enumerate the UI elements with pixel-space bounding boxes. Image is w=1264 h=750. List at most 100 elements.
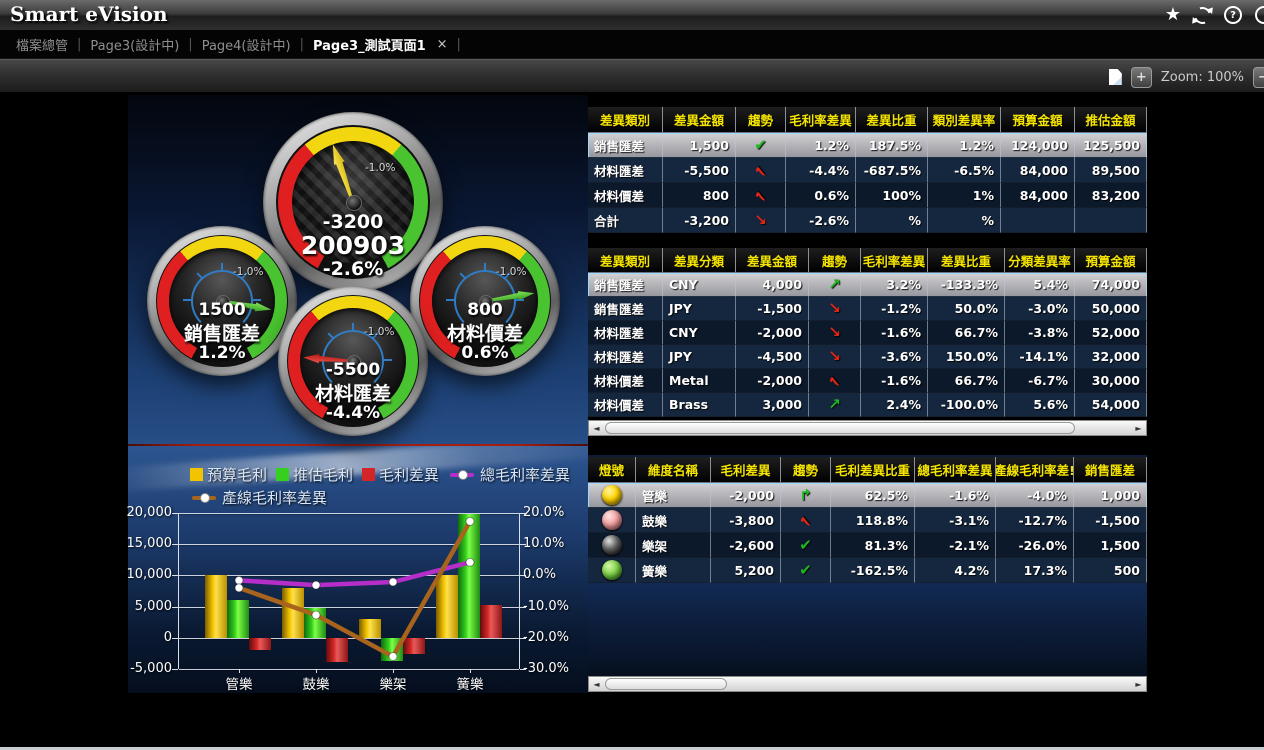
scrollbar-thumb[interactable] (605, 422, 1075, 434)
column-header[interactable]: 差異金額 (663, 107, 736, 133)
column-header[interactable]: 差異類別 (588, 248, 663, 273)
table-row[interactable]: 材料匯差 -5,500 ✔ -4.4% -687.5% -6.5% 84,000 89,500 (588, 158, 1147, 183)
data-point[interactable] (388, 577, 398, 587)
column-header[interactable]: 差異比重 (928, 248, 1005, 273)
column-header[interactable]: 預算金額 (1001, 107, 1075, 133)
status-light-black (601, 535, 622, 555)
column-header[interactable]: 趨勢 (809, 248, 861, 273)
legend-item[interactable]: 推估毛利 (276, 464, 353, 485)
detail-table-hscrollbar[interactable]: ◄ ► (588, 420, 1147, 436)
tab-1[interactable]: 檔案總管 (16, 38, 69, 54)
bar-預算毛利-樂架[interactable] (359, 619, 381, 638)
bar-預算毛利-管樂[interactable] (205, 575, 227, 638)
gauge-material-fx[interactable]: -1.0% -5500 材料匯差 -4.4% (278, 286, 428, 436)
data-point[interactable] (465, 516, 475, 526)
tab-4[interactable]: Page3_測試頁面1 (312, 38, 426, 54)
data-point[interactable] (234, 583, 244, 593)
data-point[interactable] (311, 610, 321, 620)
data-point[interactable] (311, 580, 321, 590)
zoom-out-button[interactable]: − (1253, 66, 1264, 88)
column-header[interactable]: 差異比重 (856, 107, 928, 133)
table-row[interactable]: 合計 -3,200 ↘ -2.6%%% (588, 208, 1147, 233)
column-header[interactable]: 差異類別 (588, 107, 663, 133)
scroll-right-arrow[interactable]: ► (1135, 423, 1142, 433)
table-row[interactable]: 簧樂 5,200 ✔ -162.5% 4.2% 17.3% 500 (588, 558, 1147, 583)
right-axis-label: -20.0% (523, 629, 569, 645)
column-header[interactable]: 毛利差異比重 (831, 457, 915, 483)
scroll-left-arrow[interactable]: ◄ (593, 679, 600, 689)
tab-3[interactable]: Page4(設計中) (201, 38, 291, 54)
panel-divider (128, 444, 588, 446)
scroll-right-arrow[interactable]: ► (1135, 679, 1142, 689)
table-cell: 81.3% (831, 533, 915, 558)
column-header[interactable]: 毛利率差異 (786, 107, 856, 133)
column-header[interactable]: 總毛利率差異 (915, 457, 996, 483)
column-header[interactable]: 類別差異率 (928, 107, 1001, 133)
column-header[interactable]: 預算金額 (1075, 248, 1147, 273)
table-row[interactable]: 管樂 -2,000 ↱ 62.5% -1.6% -4.0% 1,000 (588, 483, 1147, 508)
trend-turn-icon: ↱ (799, 485, 812, 504)
table-cell: -1,500 (1074, 508, 1147, 533)
column-header[interactable]: 毛利率差異 (861, 248, 928, 273)
scroll-left-arrow[interactable]: ◄ (593, 423, 600, 433)
dimension-table-hscrollbar[interactable]: ◄ ► (588, 676, 1147, 692)
table-row[interactable]: 材料價差 800 ✔ 0.6% 100% 1% 84,000 83,200 (588, 183, 1147, 208)
legend-swatch (362, 468, 376, 481)
table-row[interactable]: 銷售匯差 JPY -1,500 ↘ -1.2% 50.0% -3.0% 50,000 (588, 297, 1147, 321)
table-row[interactable]: 鼓樂 -3,800 ✔ 118.8% -3.1% -12.7% -1,500 (588, 508, 1147, 533)
table-cell: 74,000 (1075, 273, 1147, 297)
table-cell (588, 508, 636, 533)
data-point[interactable] (388, 652, 398, 661)
column-header[interactable]: 毛利差異 (711, 457, 781, 483)
gauge-material-price[interactable]: -1.0% 800 材料價差 0.6% (410, 226, 560, 376)
help-icon[interactable]: ? (1224, 6, 1242, 24)
legend-item[interactable]: 毛利差異 (362, 464, 439, 485)
table-cell: -4,500 (736, 345, 809, 369)
table-row[interactable]: 銷售匯差 CNY 4,000 ↗ 3.2% -133.3% 5.4% 74,000 (588, 273, 1147, 297)
column-header[interactable]: 銷售匯差 (1074, 457, 1147, 483)
legend-item[interactable]: 預算毛利 (190, 464, 267, 485)
column-header[interactable]: 產線毛利率差! (996, 457, 1074, 483)
more-icon[interactable] (1255, 6, 1264, 24)
column-header[interactable]: 燈號 (588, 457, 636, 483)
gauge-total-variance[interactable]: -1.0% -3200 200903 -2.6% (263, 112, 443, 292)
table-row[interactable]: 銷售匯差 1,500 ✔ 1.2% 187.5% 1.2% 124,000 125,500 (588, 133, 1147, 158)
bar-預算毛利-簧樂[interactable] (436, 575, 458, 638)
data-point[interactable] (465, 557, 475, 567)
table-row[interactable]: 材料價差 Brass 3,000 ↗ 2.4% -100.0% 5.6% 54,000 (588, 393, 1147, 417)
gauge-sales-fx[interactable]: -1.0% 1500 銷售匯差 1.2% (147, 226, 297, 376)
data-point[interactable] (234, 575, 244, 585)
bar-推估毛利-管樂[interactable] (227, 600, 249, 638)
zoom-in-button[interactable]: + (1130, 66, 1152, 88)
table-cell: -3,200 (663, 208, 736, 233)
right-axis-label: 20.0% (523, 505, 565, 520)
column-header[interactable]: 維度名稱 (636, 457, 711, 483)
column-header[interactable]: 趨勢 (736, 107, 786, 133)
table-row[interactable]: 材料匯差 JPY -4,500 ↘ -3.6% 150.0% -14.1% 32,000 (588, 345, 1147, 369)
bar-毛利差異-簧樂[interactable] (480, 605, 502, 638)
table-cell: -2,000 (736, 369, 809, 393)
bar-預算毛利-鼓樂[interactable] (282, 587, 304, 638)
bar-毛利差異-鼓樂[interactable] (326, 637, 348, 662)
column-header[interactable]: 差異分類 (663, 248, 736, 273)
column-header[interactable]: 差異金額 (736, 248, 809, 273)
table-row[interactable]: 樂架 -2,600 ✔ 81.3% -2.1% -26.0% 1,500 (588, 533, 1147, 558)
favorite-star-icon[interactable]: ★ (1164, 4, 1181, 25)
legend-item[interactable]: 總毛利率差異 (448, 464, 570, 485)
tab-2[interactable]: Page3(設計中) (90, 38, 180, 54)
table-row[interactable]: 材料價差 Metal -2,000 ✔ -1.6% 66.7% -6.7% 30,000 (588, 369, 1147, 393)
document-icon[interactable] (1108, 69, 1122, 85)
column-header[interactable]: 分類差異率 (1005, 248, 1075, 273)
table-row[interactable]: 材料匯差 CNY -2,000 ↘ -1.6% 66.7% -3.8% 52,000 (588, 321, 1147, 345)
legend-label: 產線毛利率差異 (222, 489, 328, 507)
close-tab-icon[interactable]: × (436, 36, 448, 52)
column-header[interactable]: 趨勢 (781, 457, 831, 483)
scrollbar-thumb[interactable] (605, 678, 727, 690)
column-header[interactable]: 推估金額 (1075, 107, 1147, 133)
legend-item[interactable]: 產線毛利率差異 (190, 487, 610, 508)
trend-check-icon: ✔ (754, 135, 767, 154)
bar-毛利差異-管樂[interactable] (249, 637, 271, 651)
bar-毛利差異-樂架[interactable] (403, 637, 425, 655)
bar-推估毛利-簧樂[interactable] (458, 514, 480, 638)
refresh-icon[interactable] (1191, 3, 1214, 27)
